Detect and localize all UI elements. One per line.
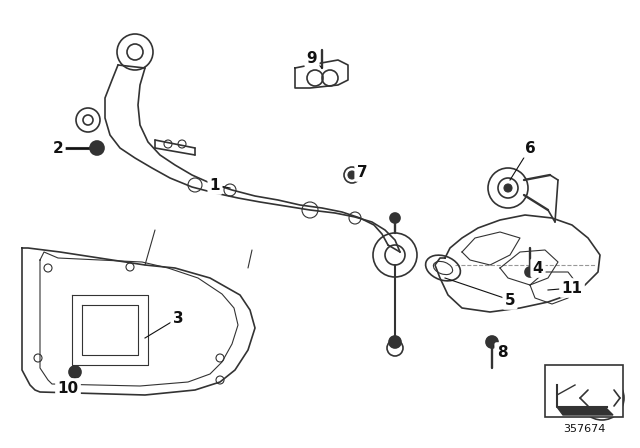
Text: 7: 7 — [356, 164, 367, 180]
FancyBboxPatch shape — [545, 365, 623, 417]
Text: 3: 3 — [173, 310, 183, 326]
Text: 10: 10 — [58, 380, 79, 396]
Text: 2: 2 — [52, 141, 63, 155]
Circle shape — [90, 141, 104, 155]
Text: 4: 4 — [532, 260, 543, 276]
Circle shape — [486, 336, 498, 348]
Circle shape — [69, 366, 81, 378]
Circle shape — [389, 336, 401, 348]
Polygon shape — [557, 407, 613, 415]
Text: 8: 8 — [497, 345, 508, 359]
Circle shape — [390, 213, 400, 223]
Text: 1: 1 — [210, 177, 220, 193]
Text: 6: 6 — [525, 141, 536, 155]
Text: 9: 9 — [307, 51, 317, 65]
Circle shape — [597, 393, 607, 403]
Text: 5: 5 — [505, 293, 515, 307]
Circle shape — [348, 171, 356, 179]
Circle shape — [504, 184, 512, 192]
Circle shape — [525, 267, 535, 277]
Text: 11: 11 — [561, 280, 582, 296]
Text: 357674: 357674 — [563, 424, 605, 434]
